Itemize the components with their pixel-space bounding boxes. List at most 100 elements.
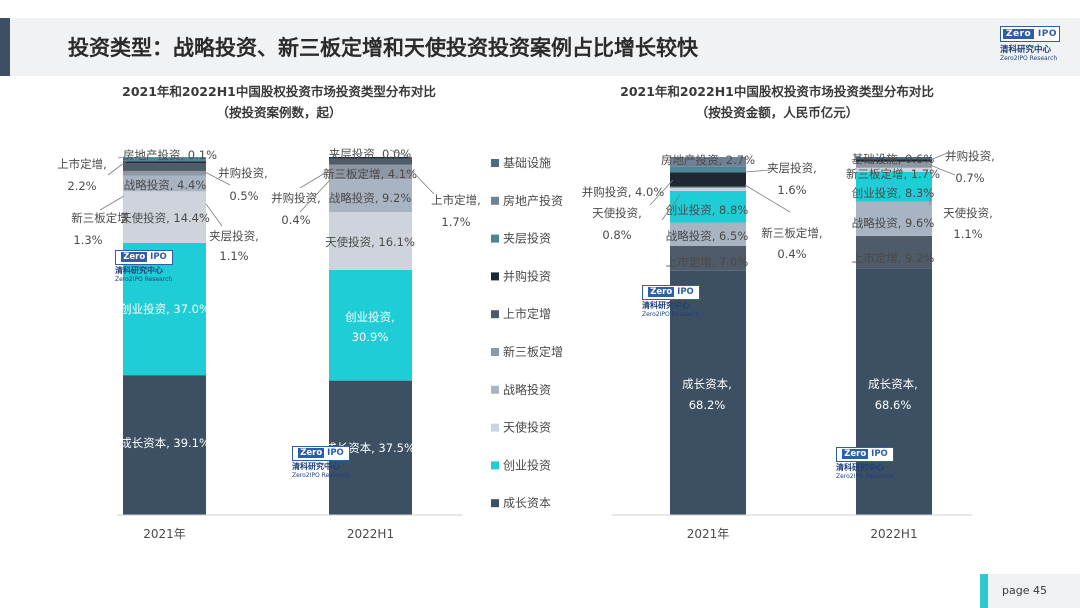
bar-segment: [856, 201, 932, 236]
leader-line: [661, 194, 681, 221]
legend-label: 房地产投资: [503, 193, 563, 208]
data-label: 并购投资,: [271, 191, 321, 205]
data-label: 创业投资, 8.3%: [852, 186, 935, 200]
bar-segment: [329, 164, 412, 180]
legend-label: 成长资本: [503, 496, 551, 510]
data-label: 30.9%: [352, 330, 389, 344]
leader-line: [107, 159, 129, 176]
bar-segment: [329, 212, 412, 270]
legend-swatch: [491, 499, 499, 508]
title-bar: [0, 18, 1080, 76]
bar-segment: [329, 158, 412, 165]
data-label: 1.6%: [777, 183, 806, 197]
chart1-title-block: 2021年和2022H1中国股权投资市场投资类型分布对比 （按投资案例数，起）: [84, 81, 474, 123]
legend-label: 天使投资: [503, 420, 551, 435]
data-label: 1.7%: [441, 215, 470, 229]
chart2-title-block: 2021年和2022H1中国股权投资市场投资类型分布对比 （按投资金额，人民币亿…: [582, 81, 972, 123]
legend-swatch: [491, 310, 499, 319]
data-label: 房地产投资, 0.1%: [123, 148, 217, 162]
data-label: 创业投资, 37.0%: [120, 302, 210, 316]
legend-swatch: [491, 348, 499, 356]
data-label: 并购投资, 4.0%: [582, 185, 665, 199]
data-label: 天使投资,: [943, 206, 993, 220]
bar-segment: [329, 157, 412, 159]
page-number: page 45: [1002, 584, 1047, 597]
bar-segment: [670, 270, 746, 515]
data-label: 夹层投资,: [767, 161, 817, 175]
legend-swatch: [491, 196, 499, 205]
bar-segment: [670, 222, 746, 246]
data-label: 并购投资,: [218, 166, 268, 180]
legend-swatch: [491, 234, 499, 243]
leader-line: [99, 195, 125, 211]
leader-line: [299, 169, 331, 189]
legend-label: 基础设施: [503, 156, 551, 170]
data-label: 战略投资, 9.6%: [852, 216, 935, 230]
legend-label: 上市定增: [503, 306, 551, 321]
data-label: 房地产投资, 2.7%: [661, 153, 755, 167]
data-label: 0.4%: [777, 247, 806, 261]
watermark-logo: Zero IPO 清科研究中心 Zero2IPO Research: [292, 446, 350, 479]
title-accent-bar: [0, 18, 10, 76]
chart2-subtitle: （按投资金额，人民币亿元）: [695, 105, 859, 120]
data-label: 战略投资, 4.4%: [124, 178, 207, 192]
data-label: 并购投资,: [945, 149, 995, 163]
footer-box: [988, 574, 1080, 608]
bar-segment: [329, 179, 412, 213]
leader-line: [205, 203, 223, 227]
data-label: 新三板定增, 1.7%: [846, 167, 940, 181]
data-label: 68.2%: [689, 398, 726, 412]
data-label: 战略投资, 9.2%: [329, 191, 412, 205]
data-label: 1.3%: [73, 233, 102, 247]
data-label: 夹层投资, 0.0%: [329, 147, 412, 161]
x-tick-label: 2021年: [143, 527, 186, 541]
brand-en-name: Zero2IPO Research: [1000, 55, 1058, 62]
watermark-logo: Zero IPO 清科研究中心 Zero2IPO Research: [836, 447, 894, 480]
bar-segment: [123, 175, 206, 192]
legend-label: 新三板定增: [503, 344, 563, 359]
data-label: 1.1%: [953, 227, 982, 241]
data-label: 天使投资, 14.4%: [120, 211, 210, 225]
data-label: 天使投资, 16.1%: [325, 235, 415, 249]
brand-logo: Zero IPO 清科研究中心 Zero2IPO Research: [1000, 26, 1060, 66]
page-title: 投资类型：战略投资、新三板定增和天使投资投资案例占比增长较快: [68, 36, 698, 60]
leader-line: [410, 169, 435, 195]
bar-segment: [670, 172, 746, 187]
data-label: 68.6%: [875, 398, 912, 412]
bar-segment: [670, 186, 746, 189]
bar-segment: [856, 171, 932, 202]
bar-segment: [670, 245, 746, 271]
data-label: 上市定增,: [431, 193, 481, 207]
leader-line: [389, 149, 413, 159]
data-label: 成长资本,: [682, 377, 732, 391]
legend-label: 战略投资: [503, 382, 551, 397]
leader-line: [929, 151, 951, 161]
data-label: 夹层投资,: [209, 229, 259, 243]
bar-segment: [856, 157, 932, 160]
bar-segment: [856, 159, 932, 162]
x-tick-label: 2022H1: [870, 527, 917, 541]
leader-line: [649, 179, 674, 206]
leader-line: [744, 169, 771, 173]
data-label: 新三板定增: [71, 211, 129, 225]
bar-segment: [670, 191, 746, 223]
legend-label: 创业投资: [503, 457, 551, 472]
leader-line: [299, 179, 331, 213]
watermark-logo: Zero IPO 清科研究中心 Zero2IPO Research: [642, 285, 700, 318]
leader-line: [117, 156, 127, 159]
chart2-title: 2021年和2022H1中国股权投资市场投资类型分布对比: [620, 84, 934, 99]
data-label: 0.7%: [955, 171, 984, 185]
legend-swatch: [491, 423, 499, 432]
bar-segment: [329, 269, 412, 381]
x-tick-label: 2022H1: [347, 527, 394, 541]
chart1-subtitle: （按投资案例数，起）: [216, 105, 342, 120]
data-label: 上市定增, 7.0%: [666, 255, 749, 269]
bar-segment: [670, 166, 746, 173]
bar-segment: [856, 167, 932, 172]
bar-segment: [856, 268, 932, 515]
data-label: 0.4%: [281, 213, 310, 227]
legend-swatch: [491, 385, 499, 394]
leader-line: [204, 171, 231, 186]
legend-label: 夹层投资: [503, 231, 551, 246]
